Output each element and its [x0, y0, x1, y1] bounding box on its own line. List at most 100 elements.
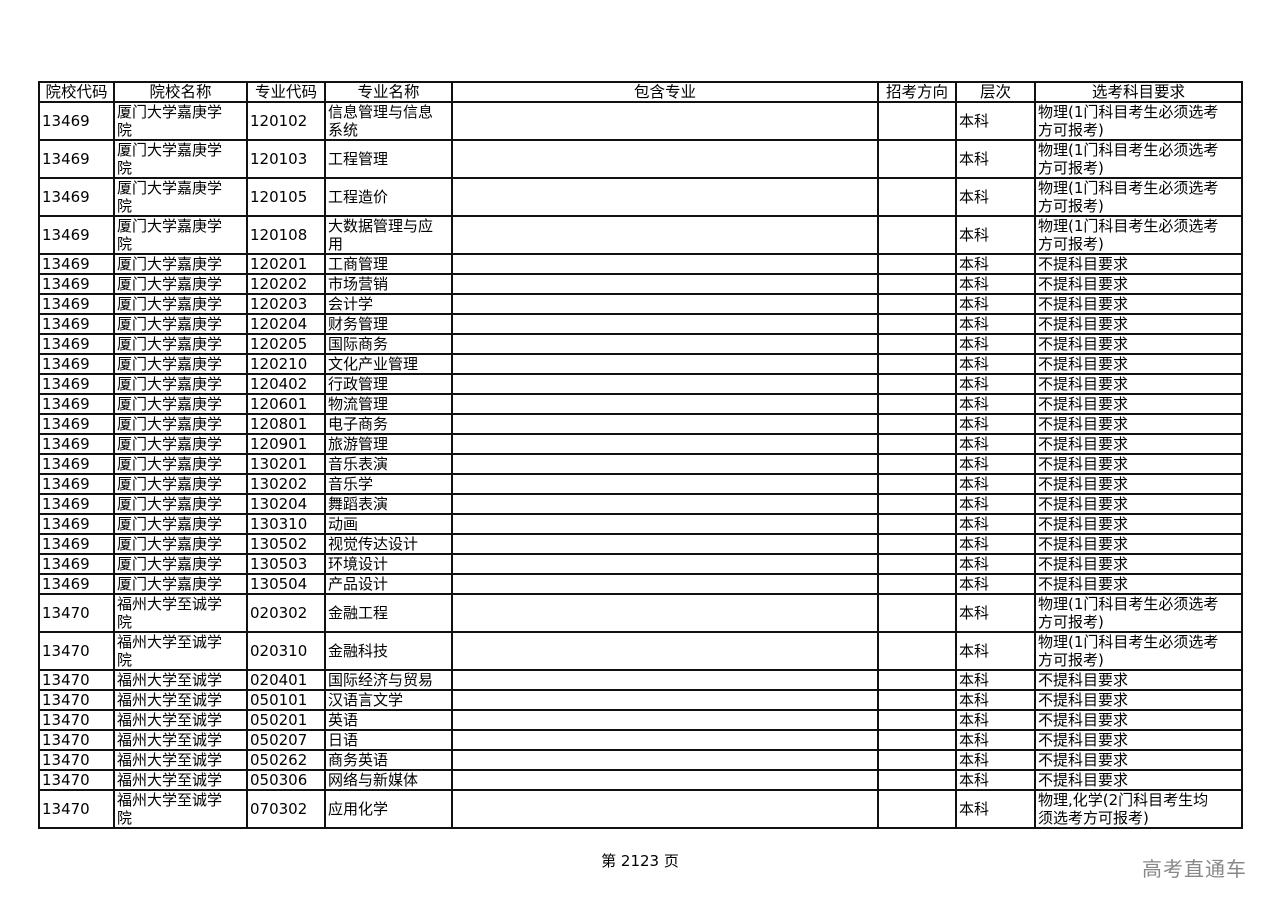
cell-school-code: 13469: [38, 101, 115, 141]
cell-major-code: 020401: [246, 669, 326, 691]
cell-school-code: 13469: [38, 333, 115, 355]
cell-subject-requirement: 不提科目要求: [1034, 513, 1243, 535]
table-row: 13469 厦门大学嘉庚学 120901 旅游管理 本科 不提科目要求: [38, 433, 1243, 455]
watermark-logo: 高考直通车: [1142, 857, 1247, 881]
cell-major-name: 旅游管理: [324, 433, 453, 455]
cell-subject-requirement: 不提科目要求: [1034, 413, 1243, 435]
cell-direction: [877, 139, 957, 179]
cell-direction: [877, 453, 957, 475]
cell-major-code: 120402: [246, 373, 326, 395]
header-school-code: 院校代码: [38, 81, 115, 103]
cell-school-name: 厦门大学嘉庚学 院: [113, 101, 248, 141]
cell-school-name: 福州大学至诚学 院: [113, 631, 248, 671]
cell-direction: [877, 293, 957, 315]
cell-subject-requirement: 物理,化学(2门科目考生均 须选考方可报考): [1034, 789, 1243, 829]
cell-major-code: 130503: [246, 553, 326, 575]
cell-major-name: 工程造价: [324, 177, 453, 217]
cell-school-name: 厦门大学嘉庚学: [113, 393, 248, 415]
cell-major-name: 国际经济与贸易: [324, 669, 453, 691]
table-row: 13470 福州大学至诚学 050201 英语 本科 不提科目要求: [38, 709, 1243, 731]
cell-school-code: 13470: [38, 709, 115, 731]
cell-subject-requirement: 不提科目要求: [1034, 373, 1243, 395]
cell-school-name: 厦门大学嘉庚学: [113, 273, 248, 295]
cell-school-name: 厦门大学嘉庚学 院: [113, 215, 248, 255]
cell-direction: [877, 709, 957, 731]
cell-included-majors: [451, 373, 879, 395]
cell-school-code: 13469: [38, 433, 115, 455]
cell-major-code: 050101: [246, 689, 326, 711]
cell-direction: [877, 313, 957, 335]
cell-included-majors: [451, 729, 879, 751]
cell-major-name: 文化产业管理: [324, 353, 453, 375]
cell-direction: [877, 353, 957, 375]
cell-subject-requirement: 不提科目要求: [1034, 333, 1243, 355]
cell-school-code: 13469: [38, 573, 115, 595]
cell-included-majors: [451, 493, 879, 515]
cell-major-name: 财务管理: [324, 313, 453, 335]
cell-major-name: 工程管理: [324, 139, 453, 179]
cell-major-name: 舞蹈表演: [324, 493, 453, 515]
cell-direction: [877, 101, 957, 141]
cell-direction: [877, 533, 957, 555]
cell-major-name: 商务英语: [324, 749, 453, 771]
cell-school-code: 13470: [38, 631, 115, 671]
cell-major-code: 120601: [246, 393, 326, 415]
cell-school-name: 厦门大学嘉庚学: [113, 413, 248, 435]
table-row: 13469 厦门大学嘉庚学 院 120103 工程管理 本科 物理(1门科目考生必须选考 …: [38, 139, 1243, 179]
cell-major-name: 会计学: [324, 293, 453, 315]
cell-subject-requirement: 不提科目要求: [1034, 689, 1243, 711]
cell-school-code: 13470: [38, 749, 115, 771]
cell-subject-requirement: 不提科目要求: [1034, 749, 1243, 771]
cell-direction: [877, 413, 957, 435]
cell-major-name: 日语: [324, 729, 453, 751]
cell-subject-requirement: 不提科目要求: [1034, 709, 1243, 731]
cell-included-majors: [451, 293, 879, 315]
cell-direction: [877, 689, 957, 711]
cell-included-majors: [451, 433, 879, 455]
cell-subject-requirement: 不提科目要求: [1034, 273, 1243, 295]
cell-major-code: 120205: [246, 333, 326, 355]
cell-included-majors: [451, 689, 879, 711]
cell-major-code: 120102: [246, 101, 326, 141]
header-major-name: 专业名称: [324, 81, 453, 103]
cell-subject-requirement: 物理(1门科目考生必须选考 方可报考): [1034, 101, 1243, 141]
cell-included-majors: [451, 533, 879, 555]
cell-school-code: 13469: [38, 453, 115, 475]
cell-included-majors: [451, 393, 879, 415]
cell-school-name: 厦门大学嘉庚学 院: [113, 177, 248, 217]
cell-included-majors: [451, 333, 879, 355]
table-row: 13469 厦门大学嘉庚学 120203 会计学 本科 不提科目要求: [38, 293, 1243, 315]
cell-major-name: 市场营销: [324, 273, 453, 295]
cell-level: 本科: [955, 473, 1036, 495]
cell-direction: [877, 393, 957, 415]
cell-level: 本科: [955, 593, 1036, 633]
cell-major-code: 070302: [246, 789, 326, 829]
cell-subject-requirement: 物理(1门科目考生必须选考 方可报考): [1034, 593, 1243, 633]
cell-subject-requirement: 不提科目要求: [1034, 533, 1243, 555]
cell-school-name: 厦门大学嘉庚学: [113, 333, 248, 355]
cell-school-name: 厦门大学嘉庚学: [113, 533, 248, 555]
cell-major-name: 应用化学: [324, 789, 453, 829]
cell-included-majors: [451, 313, 879, 335]
cell-major-code: 120202: [246, 273, 326, 295]
cell-major-name: 音乐学: [324, 473, 453, 495]
cell-level: 本科: [955, 253, 1036, 275]
cell-major-name: 网络与新媒体: [324, 769, 453, 791]
cell-major-code: 020302: [246, 593, 326, 633]
cell-subject-requirement: 不提科目要求: [1034, 473, 1243, 495]
cell-included-majors: [451, 353, 879, 375]
cell-subject-requirement: 不提科目要求: [1034, 553, 1243, 575]
cell-level: 本科: [955, 573, 1036, 595]
cell-school-code: 13469: [38, 313, 115, 335]
cell-major-code: 130204: [246, 493, 326, 515]
cell-included-majors: [451, 273, 879, 295]
admissions-table: 院校代码 院校名称 专业代码 专业名称 包含专业 招考方向 层次 选考科目要求 …: [38, 81, 1243, 829]
cell-included-majors: [451, 215, 879, 255]
cell-school-name: 厦门大学嘉庚学: [113, 433, 248, 455]
table-row: 13469 厦门大学嘉庚学 120204 财务管理 本科 不提科目要求: [38, 313, 1243, 335]
header-school-name: 院校名称: [113, 81, 248, 103]
cell-major-code: 120108: [246, 215, 326, 255]
table-row: 13470 福州大学至诚学 050207 日语 本科 不提科目要求: [38, 729, 1243, 751]
cell-level: 本科: [955, 101, 1036, 141]
cell-school-code: 13469: [38, 273, 115, 295]
